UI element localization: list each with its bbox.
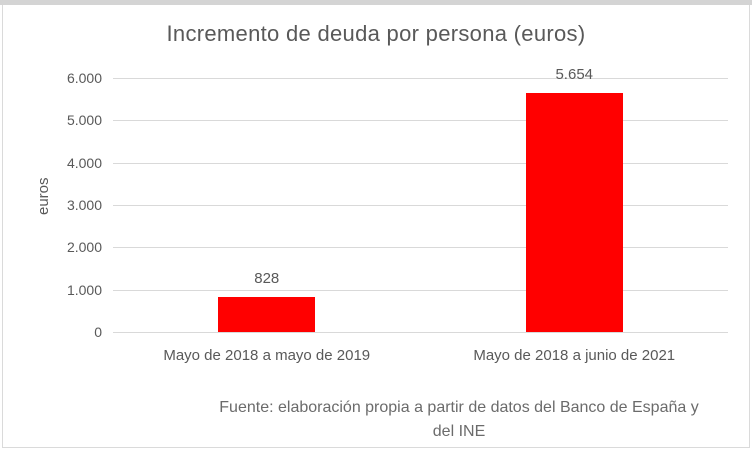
bar-value-label: 5.654 — [555, 65, 594, 83]
y-tick-label: 4.000 — [66, 154, 102, 171]
gridline — [113, 289, 728, 291]
chart-title: Incremento de deuda por persona (euros) — [166, 21, 586, 46]
source-note: Fuente: elaboración propia a partir de d… — [160, 396, 752, 444]
x-category-label: Mayo de 2018 a mayo de 2019 — [163, 347, 371, 364]
gridline — [113, 205, 728, 206]
gridline — [113, 247, 728, 249]
bar — [525, 92, 623, 332]
y-tick-label: 0 — [94, 324, 102, 340]
gridline — [113, 162, 728, 164]
bar-value-label: 828 — [254, 269, 280, 287]
y-tick-label: 5.000 — [66, 112, 102, 129]
x-category-label: Mayo de 2018 a junio de 2021 — [473, 347, 676, 364]
y-tick-label: 2.000 — [66, 239, 102, 256]
y-tick-label: 1.000 — [66, 281, 102, 298]
y-tick-label: 3.000 — [66, 197, 102, 213]
gridline — [113, 78, 728, 79]
y-tick-label: 6.000 — [66, 70, 102, 86]
window-top-edge — [0, 0, 752, 5]
source-note-line2: del INE — [432, 423, 486, 440]
source-note-line1: Fuente: elaboración propia a partir de d… — [219, 399, 699, 416]
bar — [218, 296, 316, 332]
gridline — [113, 120, 728, 122]
x-axis-line — [113, 332, 728, 333]
